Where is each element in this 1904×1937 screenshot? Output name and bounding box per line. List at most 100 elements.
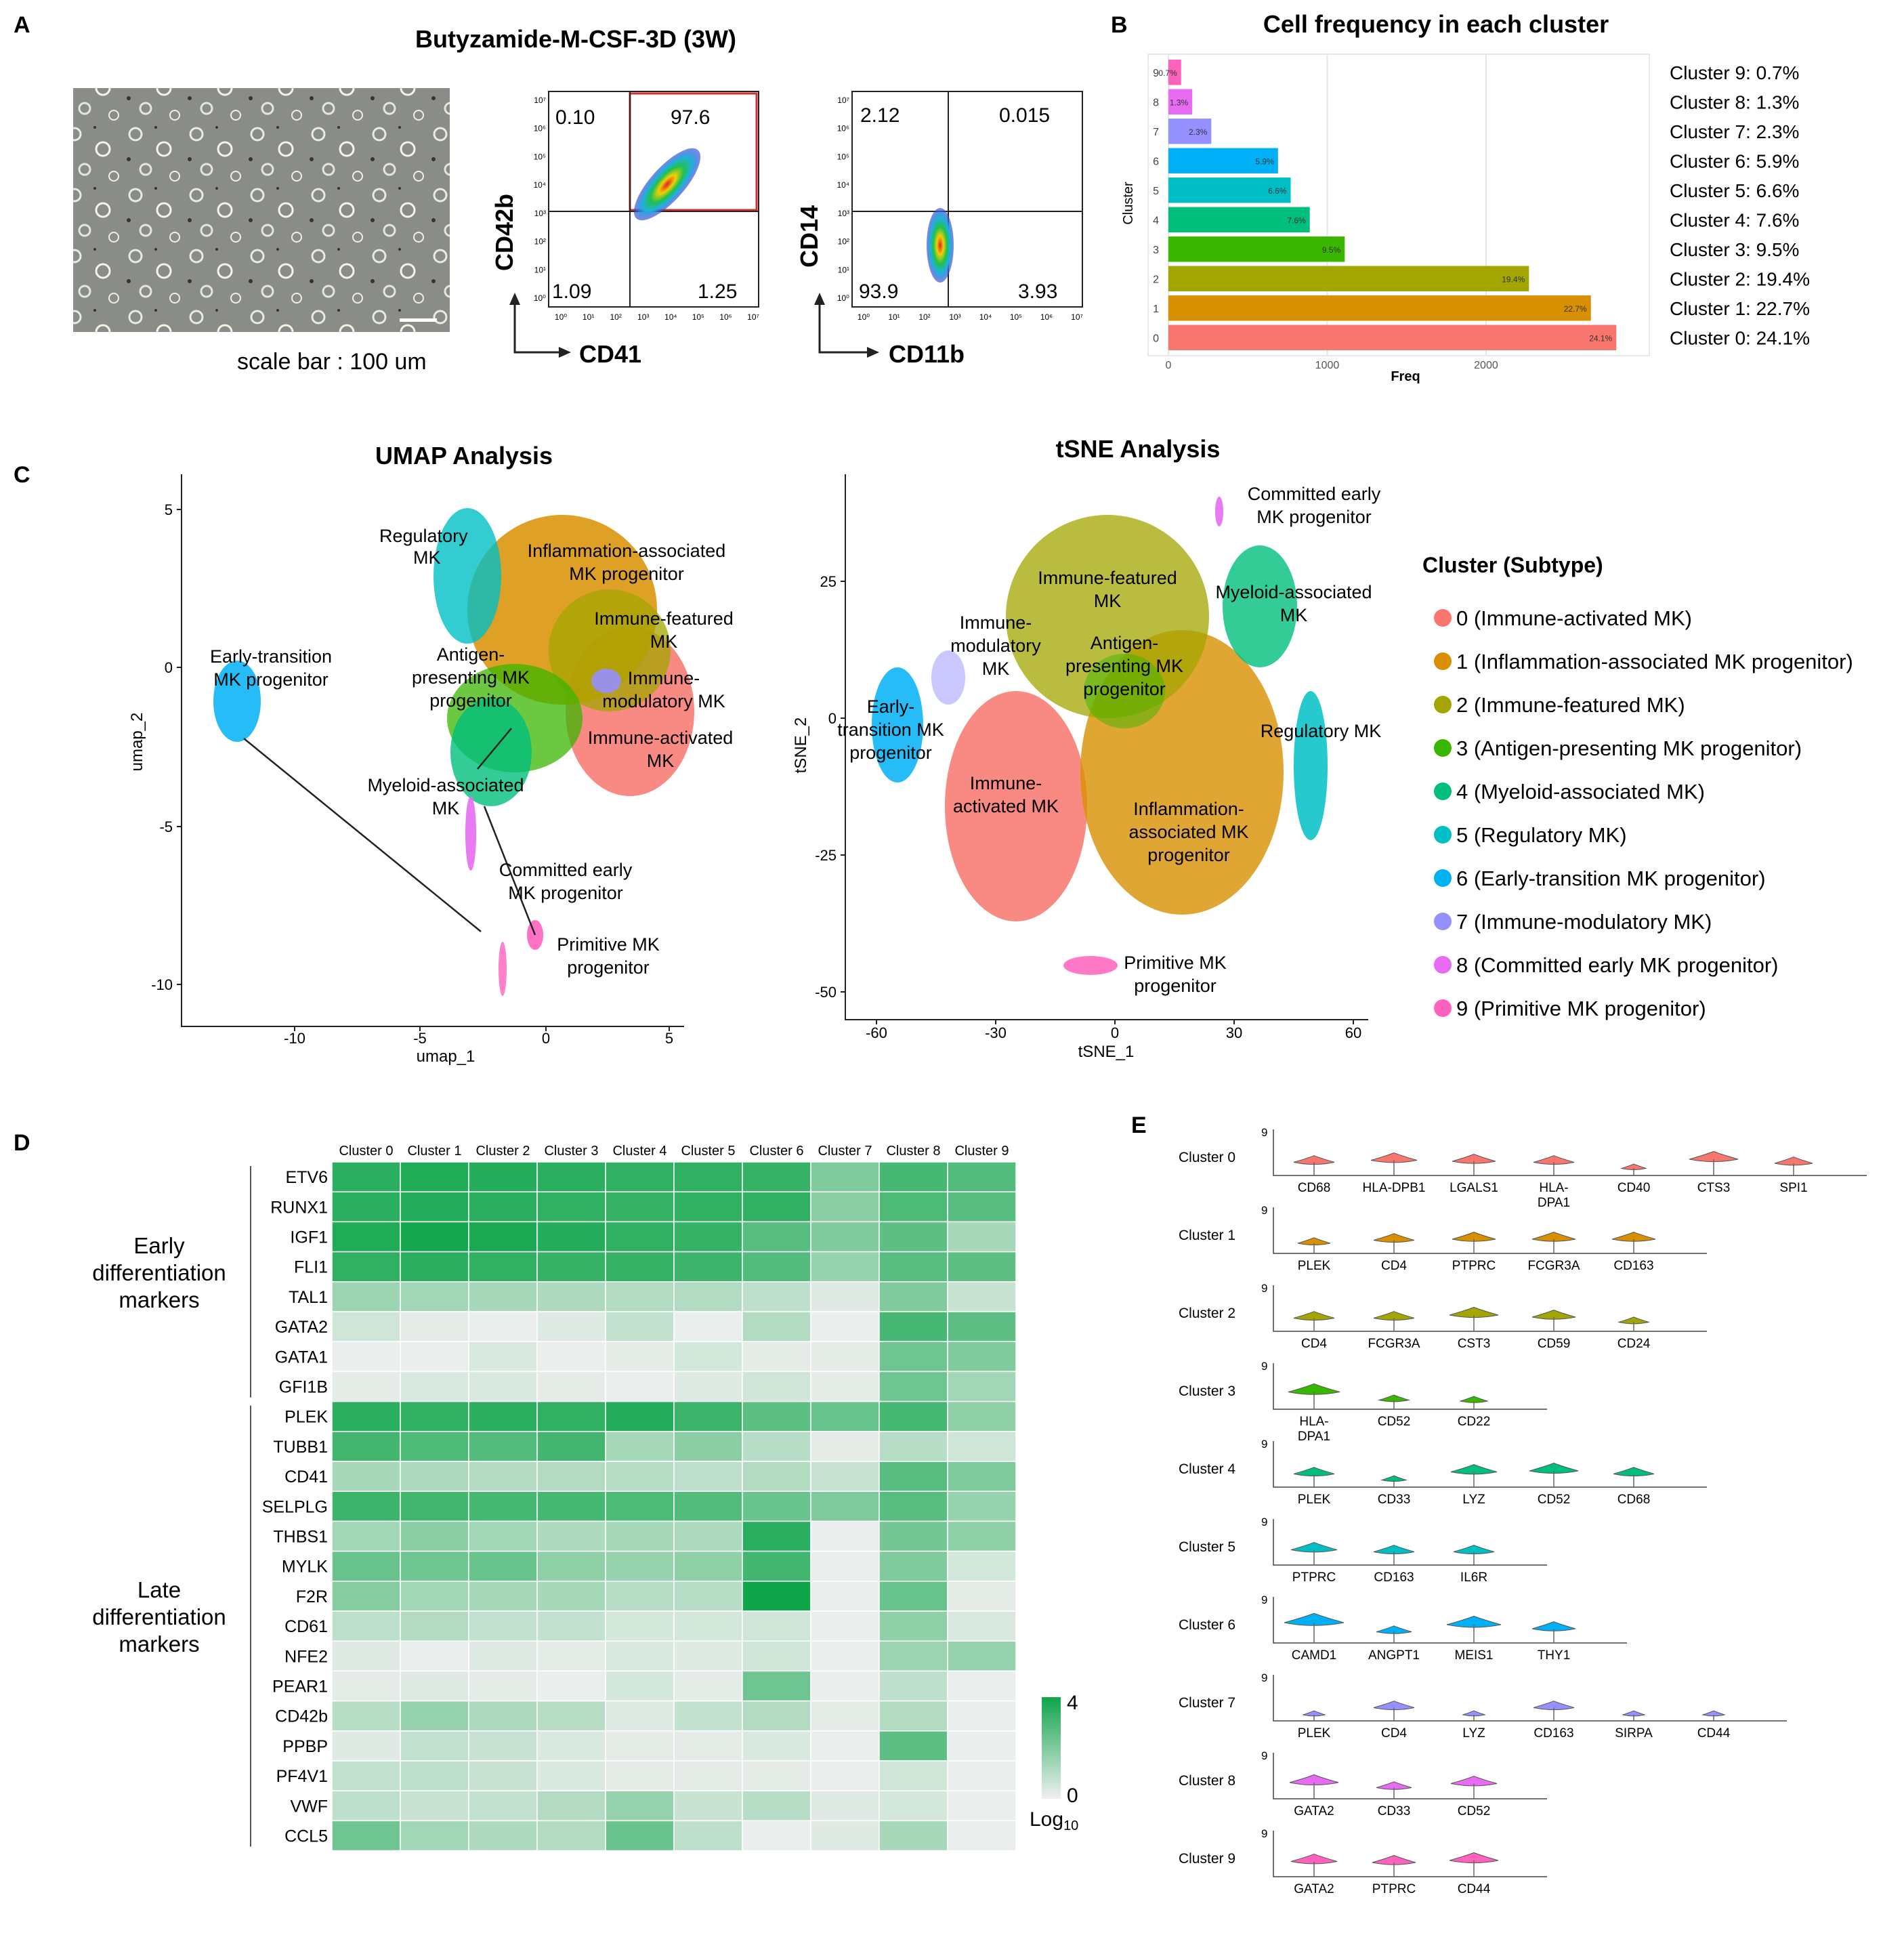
heat-cell (947, 1221, 1017, 1253)
tsne-label-antigen: Antigen-presenting MK progenitor (1065, 633, 1183, 699)
t: Regulatory (379, 526, 468, 546)
bar-ytick: 4 (1153, 215, 1159, 226)
t: progenitor (849, 743, 932, 763)
heat-group-label: Late differentiation markers (92, 1577, 226, 1657)
bar-cluster-7 (1168, 119, 1212, 144)
violin-gene-line: CD68 (1298, 1181, 1331, 1195)
heat-scale-title-main: Log (1030, 1808, 1063, 1831)
heat-row-label: GFI1B (279, 1378, 328, 1397)
violin-gene-line: CD40 (1617, 1181, 1651, 1195)
heat-cell (400, 1281, 469, 1312)
tsne-label-committed: Committed early MK progenitor (1248, 484, 1381, 527)
heat-cell (331, 1371, 401, 1402)
heat-cell (673, 1491, 743, 1522)
heat-cell (331, 1550, 401, 1582)
violin-gene-label: PLEK (1298, 1726, 1331, 1741)
scale-bar (400, 318, 437, 322)
heat-cell (400, 1311, 469, 1342)
violin-gene-line: CD163 (1533, 1726, 1573, 1741)
heat-cell (810, 1581, 880, 1612)
heat-cell (673, 1550, 743, 1582)
violin-shape (1446, 1615, 1502, 1628)
heat-cell (536, 1461, 606, 1492)
heat-cell (673, 1311, 743, 1342)
violin-shape (1449, 1852, 1499, 1864)
violin-shape (1372, 1855, 1416, 1865)
heat-cell (536, 1760, 606, 1791)
heat-cell (673, 1191, 743, 1223)
t: Myeloid-associated (367, 775, 524, 795)
heat-col-label: Cluster 8 (886, 1144, 940, 1159)
violin-shape (1452, 1154, 1496, 1164)
violin-max-label: 9 (1261, 1594, 1267, 1606)
umap-xtick: -5 (413, 1030, 427, 1047)
heat-cell (536, 1281, 606, 1312)
panel-a-title: Butyzamide-M-CSF-3D (3W) (415, 25, 736, 53)
heat-cell (947, 1581, 1017, 1612)
umap-arrow-3 (477, 728, 512, 770)
t: modulatory (950, 636, 1041, 656)
t: Primitive MK (557, 934, 660, 955)
heat-cell (947, 1700, 1017, 1732)
heat-cell (742, 1670, 811, 1702)
violin-gene-line: LYZ (1462, 1493, 1485, 1507)
violin-gene-label: CAMD1 (1292, 1648, 1337, 1663)
violin-cluster-label: Cluster 4 (1179, 1461, 1235, 1477)
heat-cell (468, 1700, 538, 1732)
violin-max-label: 9 (1261, 1282, 1267, 1295)
heat-cell (879, 1700, 948, 1732)
heat-cell (879, 1311, 948, 1342)
t: MK (413, 547, 441, 568)
violin-gene-label: LYZ (1462, 1726, 1485, 1741)
flow-ytick: 10³ (534, 209, 546, 218)
violin-max-label: 9 (1261, 1516, 1267, 1528)
heat-cell (400, 1431, 469, 1462)
heat-cell (810, 1640, 880, 1672)
heat-cell (742, 1550, 811, 1582)
t: Inflammation-associated (528, 541, 726, 561)
t: presenting MK (412, 667, 530, 688)
heat-cell (673, 1520, 743, 1552)
violin-gene-label: PLEK (1298, 1259, 1331, 1273)
violin-shape (1452, 1232, 1496, 1242)
umap-cluster-8 (465, 796, 476, 871)
violin-gene-label: CD44 (1697, 1726, 1731, 1741)
violin-shape (1689, 1150, 1739, 1163)
heat-cell (331, 1730, 401, 1762)
heat-cell (947, 1461, 1017, 1492)
heat-cell (810, 1371, 880, 1402)
flow-xtick: 10³ (949, 312, 960, 322)
tsne-axes (845, 474, 1368, 1020)
heat-cell (947, 1251, 1017, 1283)
violin-gene-label: CD44 (1458, 1882, 1491, 1896)
t: Inflammation- (1133, 799, 1244, 819)
tsne-cluster-7 (931, 650, 965, 705)
t: Committed early (1248, 484, 1381, 504)
heat-cell (400, 1790, 469, 1822)
t: Antigen- (1091, 633, 1159, 653)
legend-swatch (1434, 999, 1452, 1017)
violin-gene-label: CD68 (1617, 1493, 1651, 1507)
violin-max-label: 9 (1261, 1749, 1267, 1762)
tsne-label-early-transition: Early-transition MK progenitor (837, 696, 944, 763)
heat-cell (331, 1760, 401, 1791)
violin-gene-line: THY1 (1538, 1648, 1571, 1663)
heat-cell (331, 1281, 401, 1312)
flow2-ylabel: CD14 (795, 205, 823, 268)
violin-shape (1290, 1542, 1338, 1553)
violin-axis (1273, 1441, 1707, 1488)
t: Immune-featured (1038, 568, 1177, 588)
flow2-arrow-right (867, 347, 879, 358)
bar-side-label: Cluster 8: 1.3% (1670, 91, 1799, 112)
violin-gene-line: CD33 (1378, 1493, 1411, 1507)
violin-gene-line: CD4 (1381, 1259, 1407, 1273)
heat-row-label: RUNX1 (270, 1198, 328, 1217)
bar-xlabel: Freq (1391, 369, 1420, 384)
heat-row-label: CD41 (284, 1467, 328, 1486)
t: Regulatory MK (1261, 721, 1382, 741)
heat-cell (400, 1760, 469, 1791)
violin-gene-label: CD40 (1617, 1181, 1651, 1195)
violin-axis (1273, 1207, 1707, 1254)
violin-axis (1273, 1519, 1547, 1566)
heat-cell (468, 1670, 538, 1702)
